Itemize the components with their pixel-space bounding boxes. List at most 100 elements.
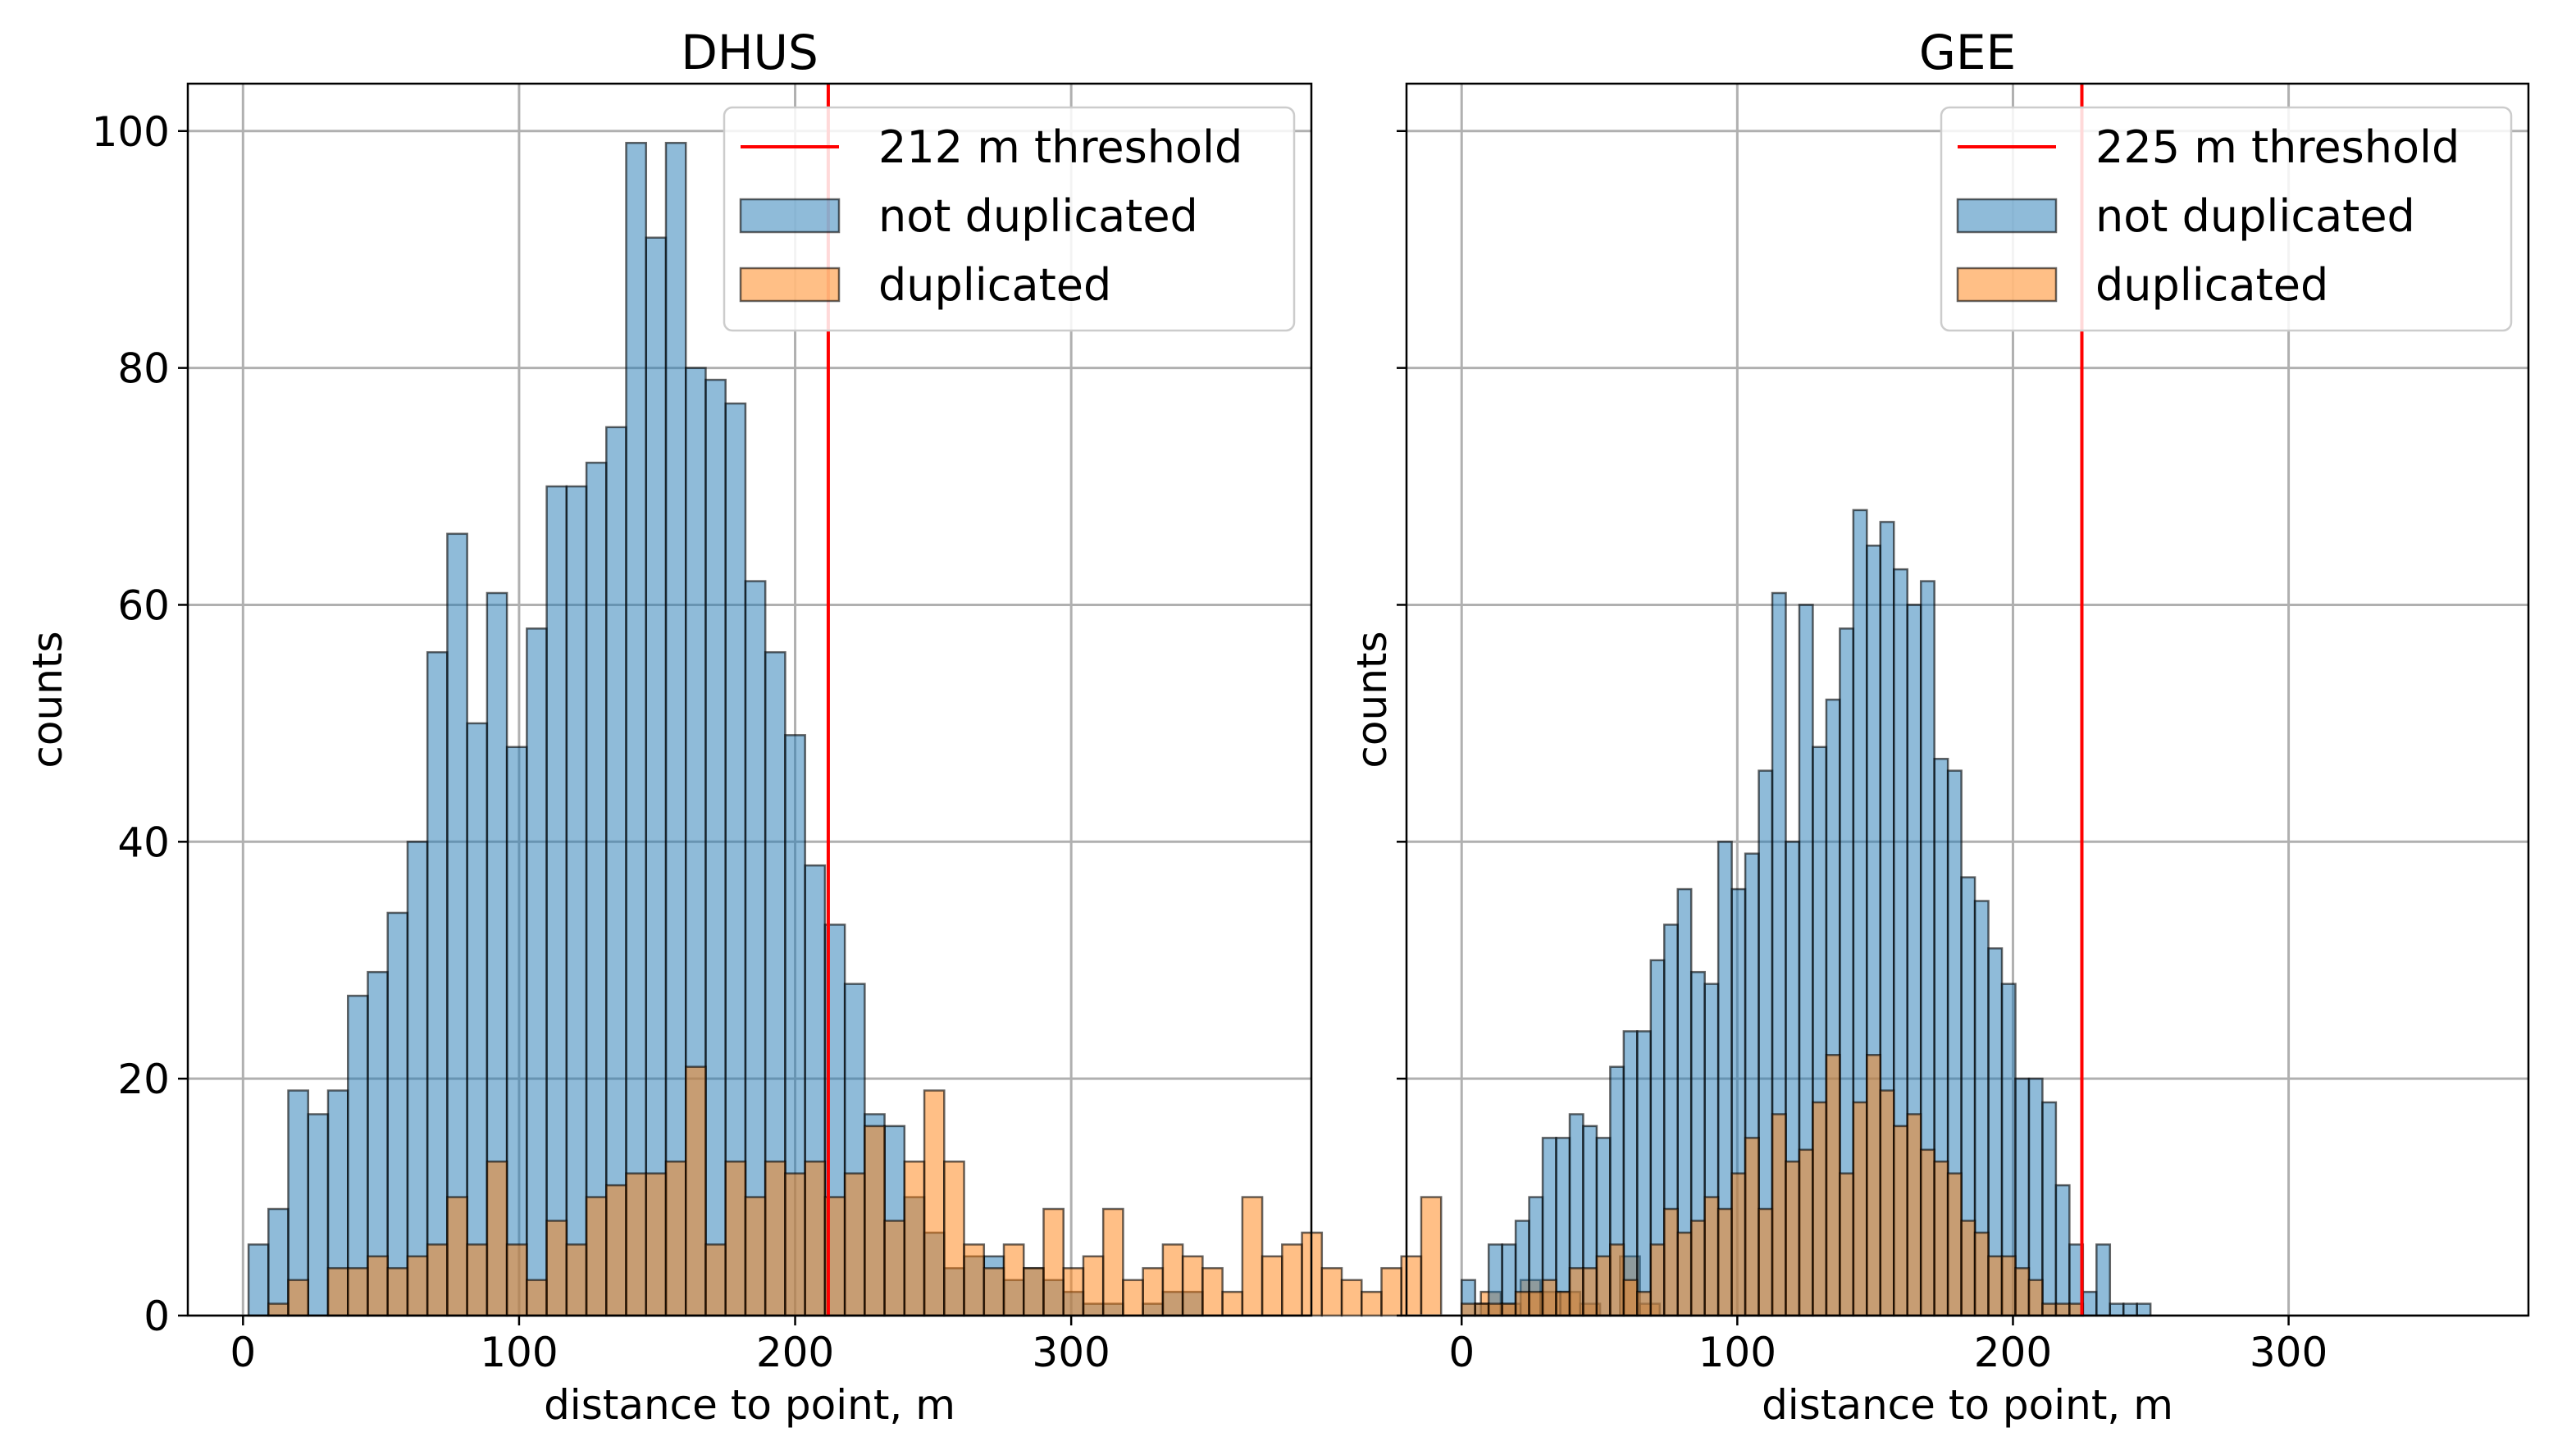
x-axis-label: distance to point, m [544,1381,955,1429]
histogram-bar [2136,1302,2152,1317]
histogram-bar [1636,1030,1653,1317]
histogram-bar [267,1302,290,1317]
histogram-bar [1023,1266,1045,1317]
histogram-bar [1919,1148,1935,1317]
histogram-bar [1122,1279,1144,1317]
y-axis-label: counts [24,631,71,768]
chart-title: DHUS [681,25,818,80]
y-tick-label: 20 [117,1056,170,1103]
legend: 225 m threshold not duplicated duplicated [1940,106,2513,332]
histogram-bar [1676,1231,1693,1317]
y-tick-label: 80 [117,345,170,393]
legend-swatch [739,267,841,303]
histogram-bar [247,1243,270,1317]
histogram-bar [426,1243,449,1317]
histogram-bar [386,1266,409,1317]
legend-swatch [739,198,841,234]
histogram-bar [625,141,648,1317]
histogram-bar [406,1255,429,1317]
histogram-bar [1361,1290,1383,1317]
histogram-bar [843,1172,866,1317]
histogram-bar [704,378,727,1317]
histogram-bar [1866,1054,1882,1317]
histogram-bar [1400,1255,1423,1317]
legend-threshold-label: 225 m threshold [2095,121,2460,173]
histogram-bar [1555,1290,1571,1317]
histogram-bar [664,141,687,1317]
histogram-bar [1973,1231,1990,1317]
x-tick-label: 200 [1974,1329,2052,1376]
y-tick-label: 60 [117,582,170,629]
histogram-bar [1042,1207,1065,1317]
legend-frame [1940,106,2513,332]
histogram-bar [1933,1161,1949,1317]
histogram-bar [1852,1101,1868,1317]
legend-series-label: not duplicated [878,190,1198,242]
histogram-bar [545,1220,568,1317]
histogram-bar [1340,1279,1363,1317]
histogram-bar [505,1243,528,1317]
histogram-bar [1703,1196,1720,1317]
histogram-bar [1609,1243,1625,1317]
histogram-bar [1320,1266,1343,1317]
histogram-bar [1528,1290,1544,1317]
legend-swatch [1956,198,2058,234]
histogram-bar [923,1089,946,1317]
histogram-bar [565,1243,588,1317]
histogram-bar [1825,1054,1841,1317]
histogram-bar [2041,1302,2058,1317]
histogram-bar [2054,1302,2071,1317]
histogram-bar [804,1161,827,1317]
plot-frame [186,82,1313,1317]
series-duplicated [267,1065,1662,1317]
histogram-bar [585,1196,608,1317]
legend-series-label: duplicated [878,259,1111,311]
histogram-bar [1622,1279,1639,1317]
histogram-bar [625,1172,648,1317]
histogram-bar [386,911,409,1317]
histogram-bar [406,841,429,1317]
histogram-bar [1002,1243,1025,1317]
histogram-bar [526,1279,548,1317]
histogram-bar [1568,1266,1584,1317]
legend-series-label: duplicated [2095,259,2328,311]
histogram-bar [2122,1302,2138,1317]
x-axis-label: distance to point, m [1762,1381,2173,1429]
histogram-bar [1281,1243,1303,1317]
histogram-bar [1622,1030,1639,1317]
histogram-bar [1082,1255,1105,1317]
histogram-bar [1541,1279,1557,1317]
legend: 212 m threshold not duplicated duplicated [723,106,1296,332]
histogram-bar [1636,1290,1653,1317]
histogram-bar [466,722,489,1317]
y-tick-label: 100 [92,108,170,156]
histogram-bar [1514,1290,1530,1317]
histogram-bar [1101,1207,1124,1317]
histogram-bar [466,1243,489,1317]
histogram-bar [1460,1302,1476,1317]
histogram-bar [1261,1255,1283,1317]
legend-threshold-label: 212 m threshold [878,121,1242,173]
histogram-bar [367,1255,389,1317]
x-tick-label: 300 [1032,1329,1110,1376]
histogram-bar [307,1113,330,1317]
histogram-bar [1582,1266,1598,1317]
histogram-bar [883,1220,906,1317]
histogram-bar [1241,1196,1264,1317]
histogram-bar [1960,1220,1976,1317]
histogram-bar [1906,1113,1922,1317]
histogram-bar [2109,1302,2125,1317]
histogram-bar [2000,1255,2017,1317]
chart-panel-gee: 0 100 200 300 GEE distance to point, m counts 2… [1348,25,2530,1429]
histogram-bar [1649,1243,1666,1317]
histogram-bar [1161,1243,1184,1317]
histogram-bar [605,426,627,1317]
histogram-bar [1487,1302,1503,1317]
histogram-bar [2027,1279,2044,1317]
histogram-bar [346,1266,369,1317]
histogram-bar [545,485,568,1317]
histogram-bar [1142,1266,1165,1317]
y-tick-label: 40 [117,819,170,866]
histogram-bar [2014,1266,2031,1317]
x-tick-label: 100 [1698,1329,1776,1376]
